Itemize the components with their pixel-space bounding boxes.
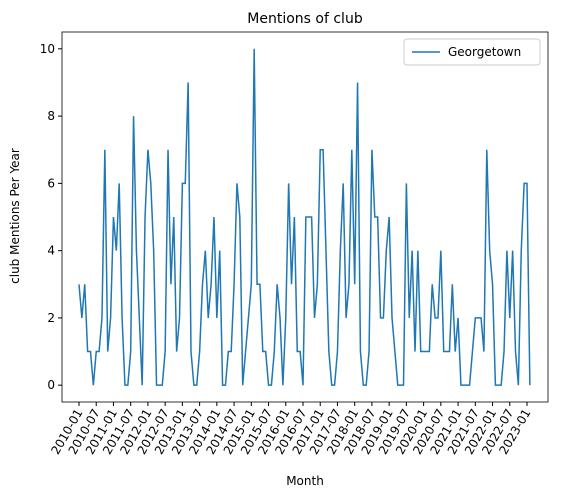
y-tick-label: 10 [40, 42, 55, 56]
y-tick-label: 6 [47, 176, 55, 190]
y-tick-label: 4 [47, 244, 55, 258]
legend-label: Georgetown [448, 45, 521, 59]
x-axis-label: Month [286, 474, 324, 488]
plot-frame [61, 31, 549, 403]
chart-title: Mentions of club [247, 11, 363, 27]
y-tick-label: 8 [47, 109, 55, 123]
y-tick-label: 0 [47, 378, 55, 392]
legend-box [403, 38, 541, 66]
data-line [78, 48, 531, 386]
y-axis-label: club Mentions Per Year [8, 148, 22, 284]
y-tick-label: 2 [47, 311, 55, 325]
